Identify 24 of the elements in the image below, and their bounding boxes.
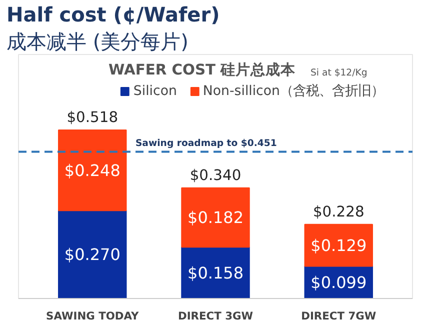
- bar: [58, 210, 127, 298]
- data-label: $0.099: [310, 272, 367, 292]
- bar: [304, 224, 373, 267]
- annotation: WAFER COST 硅片总成本: [108, 62, 297, 78]
- total-label: $0.228: [312, 203, 364, 220]
- bar: [181, 187, 250, 248]
- x-tick-label: DIRECT 7GW: [301, 310, 376, 322]
- legend-label: Silicon: [133, 84, 177, 98]
- chart-title: Half cost (¢/Wafer): [6, 2, 220, 26]
- x-tick-label: DIRECT 3GW: [178, 310, 254, 322]
- data-label: $0.270: [64, 245, 120, 264]
- data-label: $0.129: [310, 236, 367, 255]
- annotation: Si at $12/Kg: [310, 68, 368, 78]
- data-label: $0.182: [188, 208, 244, 227]
- data-label: $0.158: [188, 263, 244, 282]
- x-tick-label: SAWING TODAY: [46, 310, 139, 322]
- chart-subtitle: 成本减半 (美分每片): [6, 30, 188, 54]
- total-label: $0.518: [66, 108, 118, 126]
- legend-label: Non-sillicon（含税、含折旧）: [202, 82, 384, 100]
- bar: [181, 246, 250, 298]
- ref-line-label: Sawing roadmap to $0.451: [135, 138, 277, 149]
- data-label: $0.248: [64, 160, 120, 180]
- bar: [58, 129, 127, 212]
- total-label: $0.340: [190, 166, 242, 184]
